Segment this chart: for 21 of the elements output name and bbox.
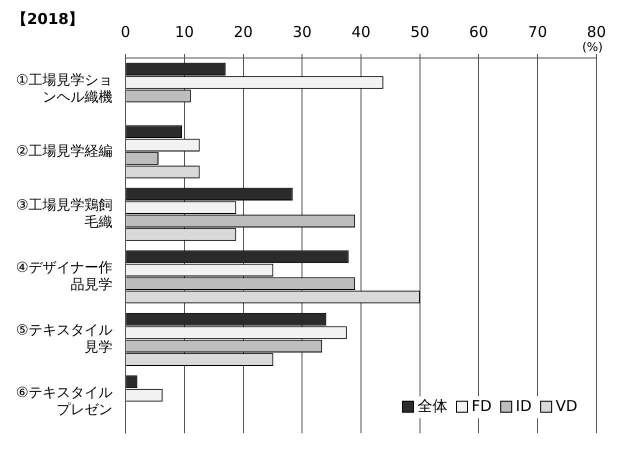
legend-label: FD (471, 397, 492, 416)
y-tick-label: ④デザイナー作品見学 (16, 260, 113, 293)
legend-label: ID (516, 397, 532, 416)
legend-label: VD (556, 397, 578, 416)
x-tick-label: 50 (410, 22, 430, 41)
x-tick-label: 60 (469, 22, 488, 41)
chart-title: 【2018】 (12, 10, 84, 28)
y-tick-label: ⑤テキスタイル見学 (16, 322, 113, 356)
legend-label: 全体 (417, 397, 448, 416)
y-tick-label: ①工場見学ションヘル織機 (16, 72, 113, 106)
x-tick-label: 0 (120, 22, 130, 41)
x-tick-label: 80 (586, 22, 606, 41)
x-tick-label: 20 (234, 22, 253, 41)
y-tick-label: ⑥テキスタイルプレゼン (16, 385, 113, 418)
x-tick-label: 40 (351, 22, 371, 41)
x-tick-label: 10 (174, 22, 194, 41)
x-tick-label: 30 (292, 22, 312, 41)
x-axis-title: (%) (582, 40, 603, 54)
y-tick-label: ②工場見学経編 (16, 143, 113, 160)
x-tick-label: 70 (528, 22, 548, 41)
y-tick-label: ③工場見学鶏飼毛織 (16, 198, 113, 230)
